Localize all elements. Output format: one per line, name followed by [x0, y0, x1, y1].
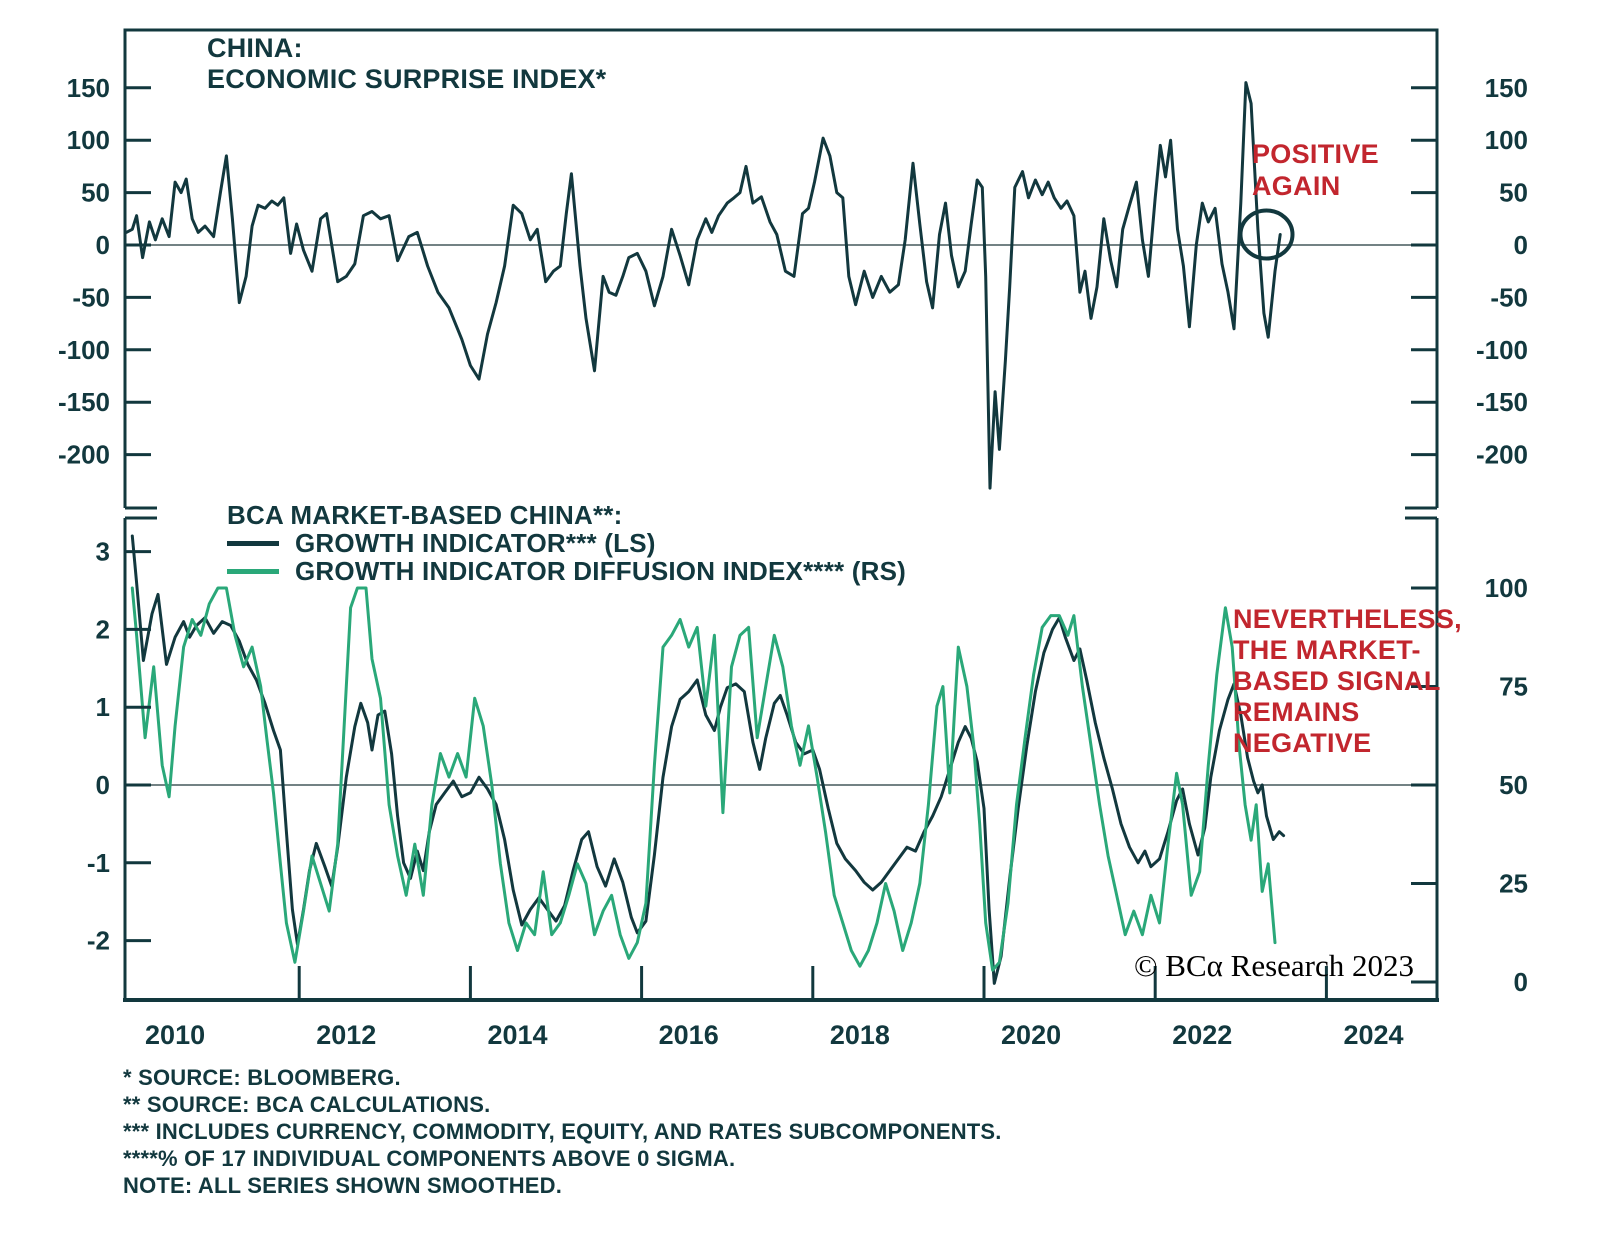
footnote-4: ****% OF 17 INDIVIDUAL COMPONENTS ABOVE … — [123, 1146, 736, 1171]
y-tick-label-left: 3 — [96, 537, 110, 567]
x-tick-label: 2014 — [487, 1020, 547, 1050]
y-tick-label-left: -200 — [58, 440, 110, 470]
footnote-5: NOTE: ALL SERIES SHOWN SMOOTHED. — [123, 1173, 563, 1198]
diffusion-index-line — [130, 586, 1277, 972]
y-tick-label-left: 150 — [67, 73, 110, 103]
y-tick-label-left: -1 — [87, 848, 110, 878]
y-tick-label-right: -100 — [1476, 335, 1528, 365]
y-tick-label-right: 100 — [1485, 125, 1528, 155]
diffusion-index-line-swatch — [227, 568, 279, 574]
y-tick-label-left: -150 — [58, 387, 110, 417]
y-tick-label-right: -150 — [1476, 387, 1528, 417]
y-tick-label-left: 2 — [96, 614, 110, 644]
x-tick-label: 2018 — [830, 1020, 890, 1050]
y-tick-label-left: 0 — [96, 230, 110, 260]
legend-title: BCA MARKET-BASED CHINA**: — [227, 500, 623, 530]
legend-item-growth-indicator: GROWTH INDICATOR*** (LS) — [227, 527, 906, 558]
copyright-text: © BCα Research 2023 — [1134, 948, 1414, 983]
y-tick-label-right: -200 — [1476, 440, 1528, 470]
annotation-line: NEVERTHELESS, — [1233, 604, 1462, 634]
x-tick-label: 2012 — [316, 1020, 376, 1050]
annotation-positive-again: POSITIVE AGAIN — [1252, 138, 1379, 202]
annotation-line: POSITIVE — [1252, 139, 1379, 169]
footnotes: * SOURCE: BLOOMBERG. ** SOURCE: BCA CALC… — [123, 1064, 1002, 1199]
y-tick-label-left: -50 — [72, 282, 110, 312]
legend-item-diffusion-index: GROWTH INDICATOR DIFFUSION INDEX**** (RS… — [227, 555, 907, 586]
growth-indicator-line-swatch — [227, 540, 279, 546]
annotation-line: BASED SIGNAL — [1233, 666, 1441, 696]
title-line-1: CHINA: — [207, 33, 303, 63]
x-tick-label: 2022 — [1172, 1020, 1232, 1050]
top-panel-frame — [123, 28, 1439, 510]
y-tick-label-right: 100 — [1485, 573, 1528, 603]
footnote-2: ** SOURCE: BCA CALCULATIONS. — [123, 1092, 491, 1117]
y-tick-label-right: 50 — [1499, 770, 1528, 800]
y-tick-label-right: 50 — [1499, 178, 1528, 208]
annotation-line: THE MARKET- — [1233, 635, 1421, 665]
y-tick-label-right: 0 — [1514, 230, 1528, 260]
annotation-line: NEGATIVE — [1233, 728, 1372, 758]
footnote-3: *** INCLUDES CURRENCY, COMMODITY, EQUITY… — [123, 1119, 1002, 1144]
y-tick-label-left: -100 — [58, 335, 110, 365]
y-tick-label-right: 25 — [1499, 869, 1528, 899]
economic-surprise-line — [124, 81, 1282, 490]
positive-again-circle — [1238, 208, 1295, 261]
y-tick-label-left: -2 — [87, 926, 110, 956]
legend-label: GROWTH INDICATOR DIFFUSION INDEX**** (RS… — [295, 555, 907, 586]
growth-indicator-line — [130, 534, 1286, 985]
y-tick-label-left: 50 — [81, 178, 110, 208]
annotation-remains-negative: NEVERTHELESS, THE MARKET- BASED SIGNAL R… — [1233, 604, 1462, 759]
y-tick-label-left: 100 — [67, 125, 110, 155]
annotation-line: REMAINS — [1233, 697, 1360, 727]
top-panel-title: CHINA: ECONOMIC SURPRISE INDEX* — [207, 33, 606, 95]
x-tick-label: 2016 — [659, 1020, 719, 1050]
y-tick-label-right: 0 — [1514, 967, 1528, 997]
y-tick-label-right: 75 — [1499, 672, 1528, 702]
legend: BCA MARKET-BASED CHINA**: GROWTH INDICAT… — [227, 500, 907, 586]
bottom-panel-frame — [123, 516, 1439, 1000]
x-tick-label: 2024 — [1343, 1020, 1403, 1050]
y-tick-label-right: -50 — [1490, 282, 1528, 312]
annotation-line: AGAIN — [1252, 171, 1341, 201]
legend-label: GROWTH INDICATOR*** (LS) — [295, 527, 656, 558]
y-tick-label-right: 150 — [1485, 73, 1528, 103]
title-line-2: ECONOMIC SURPRISE INDEX* — [207, 64, 607, 94]
x-tick-label: 2020 — [1001, 1020, 1061, 1050]
y-tick-label-left: 1 — [96, 692, 110, 722]
footnote-1: * SOURCE: BLOOMBERG. — [123, 1065, 401, 1090]
x-tick-label: 2010 — [145, 1020, 205, 1050]
y-tick-label-left: 0 — [96, 770, 110, 800]
